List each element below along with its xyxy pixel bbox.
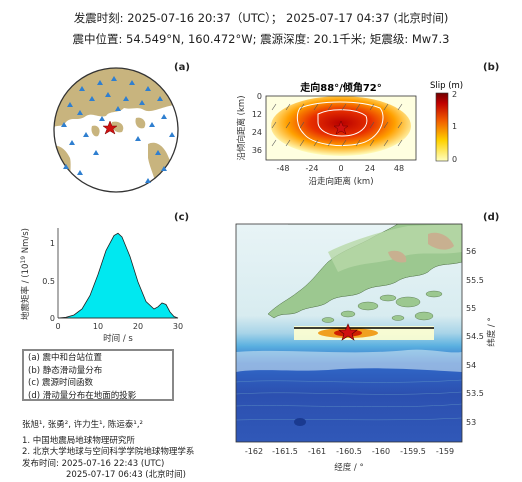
stf-ylabel: 地震矩率 / (1019 Nm/s) bbox=[20, 228, 32, 320]
xtick-48: 48 bbox=[394, 164, 404, 173]
panel-c-label: (c) bbox=[174, 212, 190, 223]
slip-title: 走向88°/倾角72° bbox=[299, 81, 381, 94]
lon-tick-162: -162 bbox=[245, 447, 263, 456]
cb-tick-1: 1 bbox=[452, 122, 457, 131]
slip-distribution: 走向88°/倾角72° 0 12 24 36 -48 -24 0 24 48 沿… bbox=[236, 81, 463, 187]
legend-item-b: (b) 静态滑动量分布 bbox=[28, 365, 103, 376]
ytick-36: 36 bbox=[252, 146, 262, 155]
lat-tick-545: 54.5 bbox=[466, 332, 484, 341]
ytick-0: 0 bbox=[257, 92, 262, 101]
xtick-m48: -48 bbox=[276, 164, 289, 173]
panel-d-label: (d) bbox=[483, 212, 500, 223]
hypocenter-star bbox=[333, 120, 349, 135]
xtick-0: 0 bbox=[338, 164, 343, 173]
lat-tick-55: 55 bbox=[466, 304, 476, 313]
affiliation-1: 1. 中国地震局地球物理研究所 bbox=[22, 435, 135, 446]
epicenter-star bbox=[102, 120, 118, 135]
authors: 张旭¹, 张勇², 许力生¹, 陈运泰¹,² bbox=[22, 420, 143, 430]
station-markers bbox=[61, 76, 175, 183]
lat-tick-56: 56 bbox=[466, 247, 476, 256]
epicenter-info: 震中位置: 54.549°N, 160.472°W; 震源深度: 20.1千米;… bbox=[72, 32, 450, 46]
stf-ytick-05: 0.5 bbox=[42, 277, 55, 286]
lat-label: 纬度 / ° bbox=[486, 317, 497, 347]
stf-xtick-20: 20 bbox=[133, 322, 143, 331]
map-epicenter-star bbox=[338, 323, 358, 341]
release-time-utc: 发布时间: 2025-07-16 22:43 (UTC) bbox=[22, 458, 165, 469]
source-time-function: 0 10 20 30 0 0.5 1 时间 / s 地震矩率 / (1019 N… bbox=[20, 228, 183, 344]
lat-tick-555: 55.5 bbox=[466, 276, 484, 285]
lat-tick-54: 54 bbox=[466, 361, 476, 370]
panel-legend: (a) 震中和台站位置 (b) 静态滑动量分布 (c) 震源时间函数 (d) 滑… bbox=[22, 349, 174, 401]
xtick-24: 24 bbox=[365, 164, 375, 173]
cb-tick-0: 0 bbox=[452, 155, 457, 164]
origin-time: 发震时刻: 2025-07-16 20:37（UTC）； 2025-07-17 … bbox=[73, 11, 449, 25]
legend-item-d: (d) 滑动量分布在地面的投影 bbox=[28, 390, 137, 401]
affiliation-2: 2. 北京大学地球与空间科学学院地球物理学系 bbox=[22, 447, 195, 457]
panel-a-label: (a) bbox=[174, 62, 190, 73]
lat-tick-535: 53.5 bbox=[466, 389, 484, 398]
lon-tick-1595: -159.5 bbox=[400, 447, 426, 456]
lon-tick-159: -159 bbox=[436, 447, 454, 456]
legend-item-c: (c) 震源时间函数 bbox=[28, 378, 94, 388]
colorbar bbox=[435, 92, 449, 162]
stf-ytick-0: 0 bbox=[50, 314, 55, 323]
stf-xlabel: 时间 / s bbox=[103, 333, 133, 344]
cb-tick-2: 2 bbox=[452, 90, 457, 99]
lat-tick-53: 53 bbox=[466, 418, 476, 427]
panel-b-label: (b) bbox=[483, 62, 500, 73]
xtick-m24: -24 bbox=[305, 164, 318, 173]
ytick-12: 12 bbox=[252, 110, 262, 119]
release-time-beijing: 2025-07-17 06:43 (北京时间) bbox=[66, 470, 186, 480]
stf-xtick-0: 0 bbox=[55, 322, 60, 331]
stf-xtick-30: 30 bbox=[173, 322, 183, 331]
station-map bbox=[53, 67, 179, 193]
credits: 张旭¹, 张勇², 许力生¹, 陈运泰¹,² 1. 中国地震局地球物理研究所 2… bbox=[22, 420, 194, 482]
stf-area bbox=[57, 232, 179, 319]
legend-item-a: (a) 震中和台站位置 bbox=[28, 353, 103, 363]
slip-xlabel: 沿走向距离 (km) bbox=[308, 176, 373, 187]
lon-tick-160: -160 bbox=[372, 447, 390, 456]
slip-ylabel: 沿倾向距离 (km) bbox=[236, 95, 247, 160]
ytick-24: 24 bbox=[252, 128, 262, 137]
lon-label: 经度 / ° bbox=[334, 462, 364, 473]
lon-tick-161: -161 bbox=[308, 447, 326, 456]
lon-tick-1615: -161.5 bbox=[272, 447, 298, 456]
colorbar-title: Slip (m) bbox=[430, 81, 463, 91]
stf-ytick-1: 1 bbox=[50, 239, 55, 248]
slip-surface-projection: -162 -161.5 -161 -160.5 -160 -159.5 -159… bbox=[235, 223, 497, 473]
stf-xtick-10: 10 bbox=[93, 322, 103, 331]
lon-tick-1605: -160.5 bbox=[336, 447, 362, 456]
